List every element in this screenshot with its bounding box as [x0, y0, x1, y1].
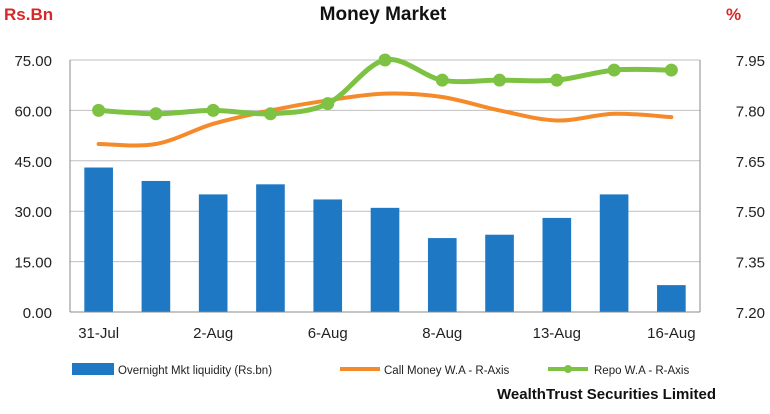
footer-brand: WealthTrust Securities Limited [497, 386, 716, 403]
repo-point [493, 73, 507, 87]
legend-label-call-money: Call Money W.A - R-Axis [384, 365, 509, 377]
y-left-tick-label: 15.00 [14, 255, 52, 272]
y-left-tick-label: 30.00 [14, 204, 52, 221]
bar [141, 180, 171, 312]
repo-point [92, 103, 106, 117]
repo-point [206, 103, 220, 117]
x-tick-label: 6-Aug [308, 325, 348, 342]
line-series [92, 53, 678, 148]
y-left-tick-label: 75.00 [14, 53, 52, 70]
x-tick-label: 16-Aug [647, 325, 695, 342]
y-right-tick-label: 7.20 [736, 305, 765, 322]
x-tick-label: 2-Aug [193, 325, 233, 342]
legend: Overnight Mkt liquidity (Rs.bn) Call Mone… [72, 363, 689, 377]
y-right-tick-label: 7.65 [736, 154, 765, 171]
legend-label-liquidity: Overnight Mkt liquidity (Rs.bn) [118, 365, 272, 377]
repo-line [96, 57, 674, 117]
repo-point [263, 107, 277, 121]
y-right-tick-label: 7.80 [736, 103, 765, 120]
y-left-tick-label: 45.00 [14, 154, 52, 171]
repo-point [435, 73, 449, 87]
bar-series [84, 167, 686, 312]
x-tick-label: 31-Jul [78, 325, 119, 342]
legend-swatch-liquidity [72, 363, 114, 375]
repo-point [664, 63, 678, 77]
repo-point [550, 73, 564, 87]
y-right-tick-label: 7.35 [736, 255, 765, 272]
legend-swatch-repo-dot [564, 365, 572, 373]
bar [198, 194, 228, 312]
y-left-tick-label: 0.00 [23, 305, 52, 322]
repo-point [149, 107, 163, 121]
bar [599, 194, 629, 312]
legend-label-repo: Repo W.A - R-Axis [594, 365, 689, 377]
call-money-line [96, 91, 674, 148]
y-right-tick-label: 7.95 [736, 53, 765, 70]
bar [657, 285, 686, 312]
bar [485, 234, 514, 312]
bar [370, 207, 400, 312]
y-left-tick-label: 60.00 [14, 103, 52, 120]
x-tick-label: 8-Aug [422, 325, 462, 342]
x-tick-label: 13-Aug [533, 325, 581, 342]
bar [542, 217, 572, 312]
right-axis-unit: % [726, 5, 741, 24]
repo-point [607, 63, 621, 77]
y-right-tick-label: 7.50 [736, 204, 765, 221]
bar [313, 199, 343, 312]
repo-point [378, 53, 392, 67]
bar [256, 184, 285, 312]
bar [84, 167, 113, 312]
repo-point [321, 97, 335, 111]
axes: 0.00 15.00 30.00 45.00 60.00 75.00 7.20 7.35 7.5… [14, 53, 765, 342]
chart-title: Money Market [320, 4, 447, 25]
left-axis-unit: Rs.Bn [4, 5, 53, 24]
bar [427, 238, 457, 312]
